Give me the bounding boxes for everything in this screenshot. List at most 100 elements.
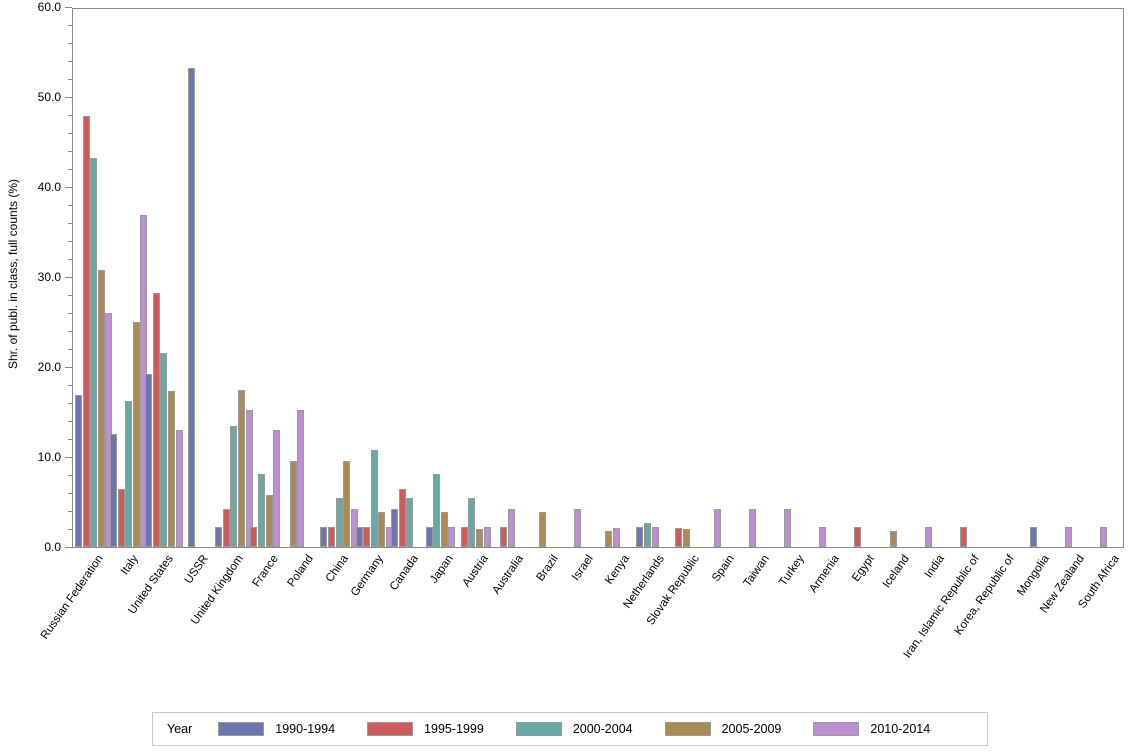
bar-group bbox=[143, 9, 183, 547]
x-axis-label: China bbox=[324, 553, 351, 585]
legend-item[interactable]: 2000-2004 bbox=[515, 722, 633, 736]
x-axis-label-text: Italy bbox=[118, 553, 141, 578]
legend: Year 1990-1994 1995-1999 2000-2004 2005-200… bbox=[152, 712, 988, 746]
legend-label: 2005-2009 bbox=[721, 722, 782, 736]
bar-group bbox=[459, 9, 494, 547]
x-axis-label-text: Taiwan bbox=[741, 553, 772, 590]
bar bbox=[406, 497, 414, 547]
bar bbox=[320, 527, 328, 547]
y-tick-mark bbox=[65, 187, 72, 188]
y-tick-label: 50.0 bbox=[37, 90, 61, 104]
y-tick-mark bbox=[65, 277, 72, 278]
bar bbox=[959, 527, 967, 547]
bar-group bbox=[985, 9, 1020, 547]
y-minor-tick-mark bbox=[68, 223, 72, 224]
bar bbox=[297, 410, 305, 547]
y-minor-tick-mark bbox=[68, 331, 72, 332]
y-minor-tick-mark bbox=[68, 349, 72, 350]
x-axis-label: Kenya bbox=[603, 553, 632, 587]
y-minor-tick-mark bbox=[68, 115, 72, 116]
bar-group bbox=[809, 9, 844, 547]
legend-swatch bbox=[813, 722, 860, 736]
bar bbox=[714, 509, 722, 547]
bar bbox=[289, 460, 297, 547]
x-axis-label: Armenia bbox=[807, 553, 841, 595]
y-minor-tick-mark bbox=[68, 493, 72, 494]
y-minor-tick-mark bbox=[68, 295, 72, 296]
bar bbox=[682, 529, 690, 547]
x-axis-label: Taiwan bbox=[741, 553, 771, 589]
legend-item[interactable]: 2005-2009 bbox=[664, 722, 782, 736]
bar bbox=[468, 498, 476, 547]
bar bbox=[675, 528, 683, 547]
bar-group bbox=[669, 9, 704, 547]
x-axis-label-text: Israel bbox=[570, 553, 597, 583]
bar bbox=[167, 391, 175, 547]
bar bbox=[644, 522, 652, 547]
bar bbox=[440, 511, 448, 547]
x-axis-label-text: Brazil bbox=[534, 553, 562, 584]
legend-label: 2000-2004 bbox=[572, 722, 633, 736]
y-tick-mark bbox=[65, 457, 72, 458]
bar-group bbox=[564, 9, 599, 547]
bar bbox=[398, 488, 406, 547]
y-minor-tick-mark bbox=[68, 385, 72, 386]
bar bbox=[188, 68, 196, 547]
bar bbox=[105, 313, 113, 547]
bar bbox=[605, 530, 613, 547]
x-axis-label: India bbox=[923, 553, 947, 580]
x-axis-label-text: France bbox=[250, 553, 281, 590]
y-minor-tick-mark bbox=[68, 439, 72, 440]
bar bbox=[370, 449, 378, 547]
x-axis-label: Japan bbox=[428, 553, 456, 586]
bar bbox=[1029, 527, 1037, 547]
bar bbox=[507, 509, 515, 547]
x-axis-label-text: China bbox=[323, 553, 351, 585]
bar bbox=[160, 352, 168, 547]
bar bbox=[378, 511, 386, 547]
x-axis-label-text: Germany bbox=[348, 553, 386, 599]
bar bbox=[222, 509, 230, 547]
bar bbox=[889, 530, 897, 547]
x-axis-label-text: USSR bbox=[182, 553, 211, 587]
bar-group bbox=[318, 9, 358, 547]
bar bbox=[90, 158, 98, 547]
bar bbox=[250, 527, 258, 547]
legend-label: 2010-2014 bbox=[870, 722, 931, 736]
x-axis-label: Germany bbox=[349, 553, 386, 599]
bar bbox=[343, 460, 351, 547]
bar bbox=[75, 394, 82, 547]
x-axis-label: Egypt bbox=[850, 553, 877, 584]
y-tick-mark bbox=[65, 547, 72, 548]
y-minor-tick-mark bbox=[68, 511, 72, 512]
legend-item[interactable]: 1990-1994 bbox=[218, 722, 335, 736]
bar-group bbox=[774, 9, 809, 547]
x-axis-label: Poland bbox=[285, 553, 315, 589]
y-minor-tick-mark bbox=[68, 241, 72, 242]
bar bbox=[425, 527, 433, 547]
y-tick-label: 60.0 bbox=[37, 0, 61, 14]
x-axis-label: Italy bbox=[118, 553, 140, 577]
x-axis-label-text: Egypt bbox=[850, 553, 877, 584]
bar-group bbox=[599, 9, 634, 547]
bar-group bbox=[529, 9, 564, 547]
bar bbox=[854, 527, 862, 547]
legend-label: 1990-1994 bbox=[275, 722, 336, 736]
bar bbox=[125, 401, 133, 547]
legend-item[interactable]: 2010-2014 bbox=[813, 722, 930, 736]
bar-group bbox=[248, 9, 283, 547]
y-tick-label: 20.0 bbox=[37, 360, 61, 374]
bar bbox=[215, 527, 223, 547]
y-minor-tick-mark bbox=[68, 61, 72, 62]
legend-item[interactable]: 1995-1999 bbox=[367, 722, 484, 736]
y-tick-label: 10.0 bbox=[37, 450, 61, 464]
x-axis-label-text: Iceland bbox=[880, 553, 912, 591]
bar bbox=[784, 509, 792, 547]
bar bbox=[238, 390, 246, 547]
bar bbox=[230, 426, 238, 547]
bar bbox=[1099, 527, 1107, 547]
y-minor-tick-mark bbox=[68, 43, 72, 44]
bar-group bbox=[494, 9, 529, 547]
x-axis-label: Canada bbox=[388, 553, 421, 593]
